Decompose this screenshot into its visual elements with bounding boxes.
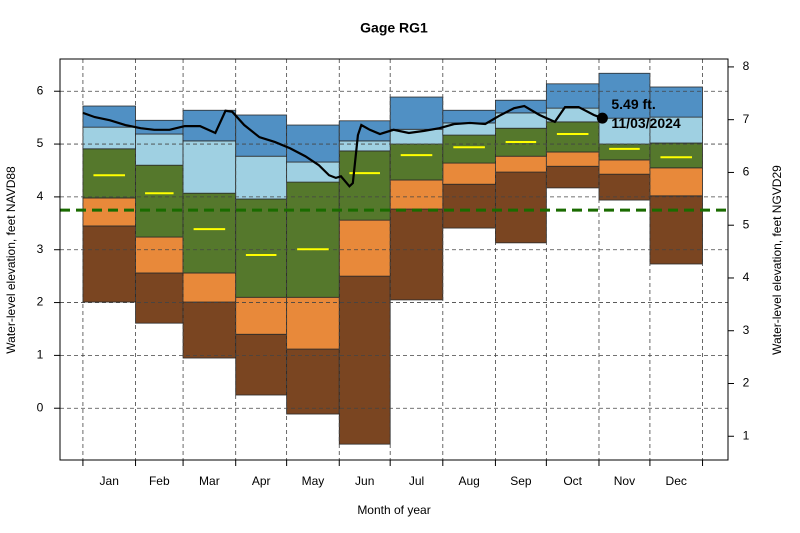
- percentile-band: [182, 192, 237, 274]
- percentile-band: [389, 208, 444, 301]
- percentile-band: [495, 155, 547, 173]
- y-tick-label: 2: [37, 295, 44, 309]
- x-tick-label: Sep: [510, 474, 532, 488]
- y2-tick-label: 7: [743, 112, 750, 126]
- x-tick-label: May: [302, 474, 325, 488]
- percentile-band: [338, 140, 391, 152]
- daily-line: [82, 104, 603, 188]
- percentile-band: [442, 183, 496, 229]
- percentile-band: [235, 155, 288, 200]
- percentile-band: [286, 296, 340, 350]
- percentile-band: [182, 301, 237, 359]
- x-tick-label: Jul: [409, 474, 424, 488]
- percentile-band: [82, 126, 136, 150]
- percentile-band: [545, 151, 600, 167]
- percentile-band: [598, 143, 651, 161]
- y2-tick-label: 3: [743, 323, 750, 337]
- x-tick-label: Nov: [614, 474, 635, 488]
- percentile-band: [649, 142, 703, 169]
- percentile-band: [286, 181, 340, 298]
- percentile-band: [545, 107, 600, 123]
- percentile-band: [235, 333, 288, 396]
- y2-tick-label: 4: [743, 270, 750, 284]
- percentile-band: [235, 296, 288, 335]
- y2-tick-label: 1: [743, 428, 750, 442]
- chart-title: Gage RG1: [360, 20, 428, 36]
- y2-tick-label: 8: [743, 59, 750, 73]
- percentile-band: [135, 164, 184, 238]
- percentile-band: [389, 96, 444, 130]
- plot-frame: [59, 58, 729, 461]
- y2-tick-label: 5: [743, 217, 750, 231]
- percentile-band: [545, 83, 600, 109]
- x-tick-label: Mar: [199, 474, 220, 488]
- y2-tick-label: 6: [743, 165, 750, 179]
- y2-tick-label: 2: [743, 376, 750, 390]
- x-tick-label: Feb: [149, 474, 170, 488]
- percentile-band: [598, 173, 651, 201]
- x-tick-label: Jun: [355, 474, 374, 488]
- percentile-band: [82, 148, 136, 199]
- y-axis-label: Water-level elevation, feet NAVD88: [4, 166, 18, 354]
- percentile-band: [598, 159, 651, 175]
- percentile-band: [182, 140, 237, 194]
- percentile-band: [286, 161, 340, 183]
- percentile-band: [495, 171, 547, 244]
- y-tick-label: 5: [37, 136, 44, 150]
- current-point: [596, 112, 608, 124]
- percentile-band: [286, 348, 340, 415]
- x-tick-label: Aug: [458, 474, 479, 488]
- y-tick-label: 1: [37, 348, 44, 362]
- x-tick-label: Dec: [666, 474, 687, 488]
- point-value-label: 5.49 ft.: [611, 96, 655, 112]
- percentile-band: [135, 133, 184, 166]
- percentile-band: [82, 197, 136, 227]
- percentile-band: [545, 165, 600, 189]
- y2-axis-label: Water-level elevation, feet NGVD29: [770, 165, 784, 355]
- percentile-band: [338, 219, 391, 277]
- percentile-band: [442, 109, 496, 124]
- percentile-band: [135, 236, 184, 274]
- x-tick-label: Apr: [252, 474, 271, 488]
- x-tick-label: Oct: [563, 474, 582, 488]
- percentile-band: [235, 198, 288, 298]
- percentile-band: [442, 134, 496, 164]
- percentile-band: [649, 195, 703, 265]
- percentile-band: [389, 179, 444, 210]
- y-tick-label: 4: [37, 189, 44, 203]
- percentile-band: [649, 86, 703, 118]
- percentile-band: [442, 162, 496, 185]
- percentile-band: [182, 272, 237, 303]
- x-axis-label: Month of year: [357, 503, 430, 517]
- percentile-band: [338, 275, 391, 445]
- y-tick-label: 3: [37, 242, 44, 256]
- x-tick-label: Jan: [100, 474, 119, 488]
- percentile-band: [389, 143, 444, 181]
- percentile-band: [82, 225, 136, 303]
- percentile-band: [649, 167, 703, 197]
- percentile-band: [545, 121, 600, 153]
- y-tick-label: 6: [37, 83, 44, 97]
- y-tick-label: 0: [37, 400, 44, 414]
- percentile-band: [235, 114, 288, 157]
- percentile-band: [286, 124, 340, 163]
- percentile-band: [598, 117, 651, 145]
- point-date-label: 11/03/2024: [611, 115, 681, 131]
- percentile-band: [135, 272, 184, 324]
- percentile-band: [338, 120, 391, 142]
